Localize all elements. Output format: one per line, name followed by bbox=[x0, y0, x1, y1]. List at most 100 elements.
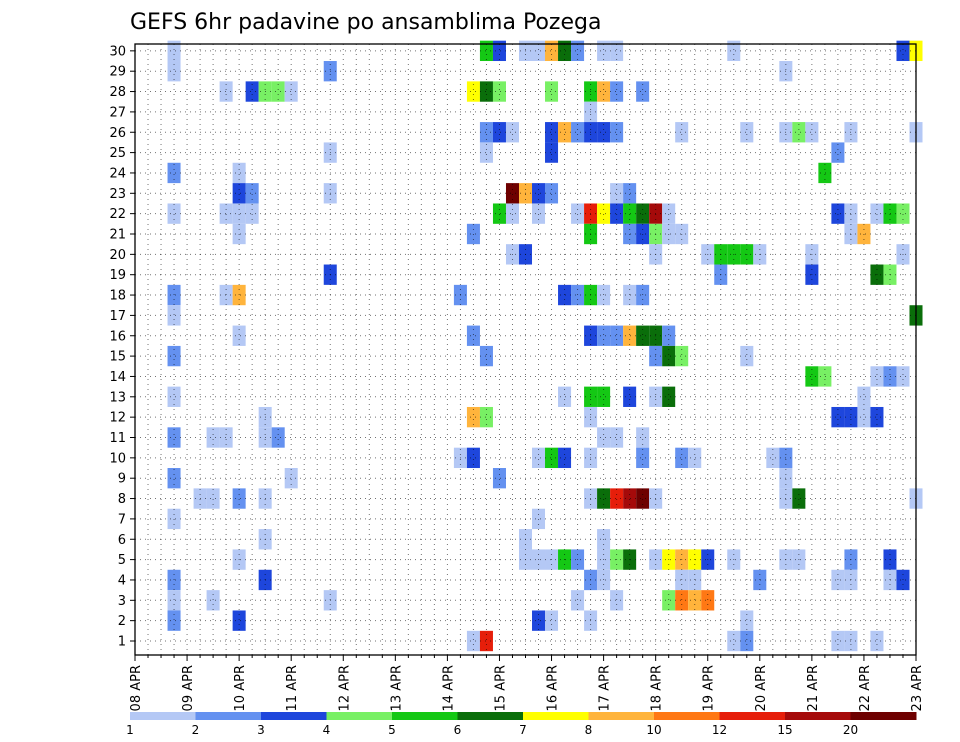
precip-cell bbox=[167, 345, 181, 367]
precip-cell bbox=[466, 630, 480, 652]
legend-label: 7 bbox=[519, 723, 527, 737]
precip-cell bbox=[545, 40, 559, 62]
x-tick-label: 17 APR bbox=[598, 665, 613, 711]
precip-cell bbox=[597, 427, 611, 448]
precip-cell bbox=[636, 284, 650, 306]
precip-cell bbox=[532, 183, 546, 204]
x-tick-label: 23 APR bbox=[910, 665, 925, 711]
precip-cell bbox=[870, 203, 884, 224]
precip-cell bbox=[662, 203, 676, 224]
precip-cell bbox=[831, 203, 845, 224]
precip-cell bbox=[167, 386, 181, 407]
precip-cell bbox=[479, 142, 493, 163]
precip-cell bbox=[688, 590, 702, 611]
precip-cell bbox=[167, 610, 181, 631]
precip-cell bbox=[662, 223, 676, 245]
precip-cell bbox=[245, 203, 259, 224]
precip-cell bbox=[857, 386, 871, 407]
precip-cell bbox=[545, 610, 559, 631]
precip-cell bbox=[545, 142, 559, 163]
legend-swatch bbox=[195, 712, 262, 720]
legend-swatch bbox=[326, 712, 393, 720]
precip-cell bbox=[623, 386, 637, 407]
precip-cell bbox=[571, 203, 585, 224]
precip-cell bbox=[558, 447, 572, 469]
precip-cell bbox=[896, 366, 910, 387]
precip-cell bbox=[883, 203, 897, 224]
x-tick-label: 15 APR bbox=[493, 665, 508, 711]
precip-cell bbox=[492, 40, 506, 62]
precip-cell bbox=[636, 447, 650, 469]
legend-swatch bbox=[130, 712, 196, 720]
precip-cell bbox=[558, 386, 572, 407]
precip-cell bbox=[545, 122, 559, 143]
precip-cell bbox=[479, 630, 493, 652]
legend-swatch bbox=[523, 712, 589, 720]
precip-cell bbox=[623, 325, 637, 346]
precip-cell bbox=[545, 183, 559, 204]
precip-cell bbox=[505, 203, 519, 224]
precip-cell bbox=[857, 406, 871, 428]
precip-cell bbox=[206, 427, 220, 448]
precip-cell bbox=[571, 40, 585, 62]
precip-cell bbox=[883, 366, 897, 387]
precip-cell bbox=[167, 203, 181, 224]
y-tick-label: 1 bbox=[118, 635, 126, 650]
y-tick-label: 12 bbox=[109, 411, 126, 426]
precip-cell bbox=[206, 488, 220, 509]
precip-cell bbox=[479, 122, 493, 143]
y-tick-label: 10 bbox=[109, 451, 126, 466]
precip-cell bbox=[792, 122, 806, 143]
precip-cell bbox=[636, 325, 650, 346]
y-tick-label: 17 bbox=[109, 309, 126, 324]
precip-cell bbox=[688, 447, 702, 469]
precip-cell bbox=[271, 81, 285, 102]
precip-cell bbox=[219, 81, 233, 102]
precip-cell bbox=[675, 345, 689, 367]
y-tick-label: 27 bbox=[109, 105, 126, 120]
x-tick-label: 20 APR bbox=[754, 665, 769, 711]
precip-cell bbox=[505, 183, 519, 204]
legend-label: 8 bbox=[585, 723, 593, 737]
precip-cell bbox=[466, 406, 480, 428]
y-tick-label: 29 bbox=[109, 65, 126, 80]
x-tick-label: 22 APR bbox=[858, 665, 873, 711]
precip-cell bbox=[675, 223, 689, 245]
y-tick-label: 23 bbox=[109, 187, 126, 202]
x-tick-label: 10 APR bbox=[233, 665, 248, 711]
precip-cell bbox=[610, 590, 624, 611]
precip-cell bbox=[896, 40, 910, 62]
y-tick-label: 14 bbox=[109, 370, 126, 385]
precip-cell bbox=[818, 366, 832, 387]
precip-cell bbox=[571, 284, 585, 306]
precip-cell bbox=[232, 183, 246, 204]
precip-cell bbox=[597, 203, 611, 224]
precip-cell bbox=[597, 325, 611, 346]
precip-cell bbox=[740, 122, 754, 143]
precip-cell bbox=[675, 590, 689, 611]
precip-cell bbox=[505, 122, 519, 143]
precip-cell bbox=[818, 162, 832, 184]
precip-cell bbox=[167, 427, 181, 448]
precip-cell bbox=[545, 447, 559, 469]
y-tick-label: 25 bbox=[109, 146, 126, 161]
precip-cell bbox=[597, 40, 611, 62]
y-tick-label: 9 bbox=[118, 472, 126, 487]
precip-cell bbox=[623, 203, 637, 224]
x-tick-label: 09 APR bbox=[181, 665, 196, 711]
y-tick-label: 8 bbox=[118, 492, 126, 507]
y-tick-label: 3 bbox=[118, 594, 126, 609]
precip-cell bbox=[662, 386, 676, 407]
legend-swatch bbox=[392, 712, 458, 720]
precip-cell bbox=[636, 81, 650, 102]
precip-cell bbox=[610, 427, 624, 448]
legend-label: 10 bbox=[646, 723, 661, 737]
precip-cell bbox=[232, 488, 246, 509]
precip-cell bbox=[466, 447, 480, 469]
precip-cell bbox=[610, 203, 624, 224]
y-tick-label: 28 bbox=[109, 85, 126, 100]
precip-cell bbox=[167, 468, 181, 489]
precip-cell bbox=[571, 590, 585, 611]
precip-cell bbox=[597, 488, 611, 509]
x-tick-label: 08 APR bbox=[129, 665, 144, 711]
